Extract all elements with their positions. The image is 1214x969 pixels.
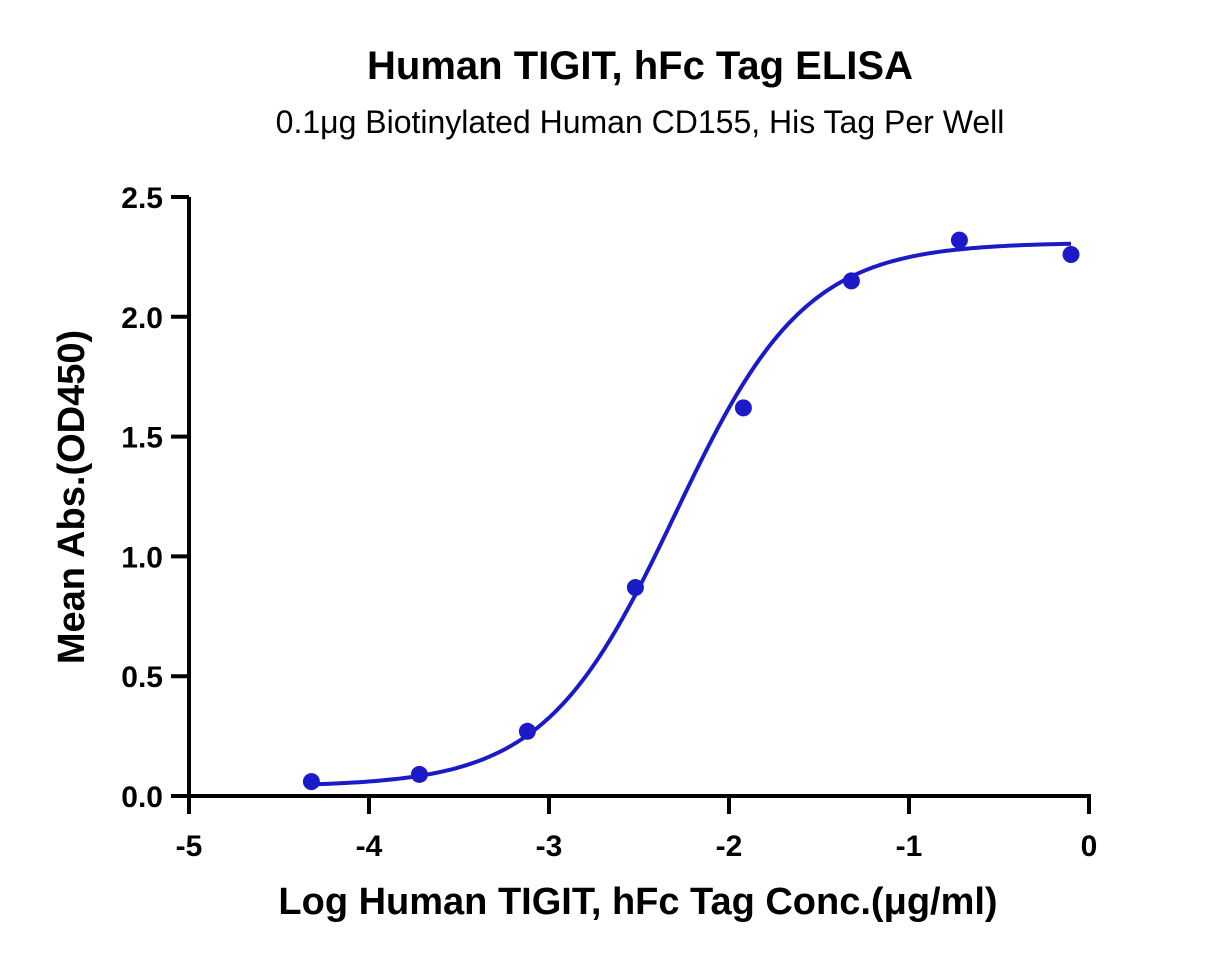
data-point — [518, 722, 536, 740]
tick-marks — [171, 195, 1091, 814]
data-point — [1062, 246, 1080, 264]
fit-curve — [311, 241, 1072, 787]
chart-subtitle: 0.1μg Biotinylated Human CD155, His Tag … — [275, 104, 1005, 140]
x-tick-label: -5 — [176, 830, 203, 863]
x-tick-label: 0 — [1081, 830, 1098, 863]
y-tick-label: 1.5 — [121, 422, 163, 455]
y-tick-label: 0.0 — [121, 781, 163, 814]
y-axis-title: Mean Abs.(OD450) — [51, 330, 93, 664]
x-tick-label: -4 — [356, 830, 383, 863]
data-point — [950, 231, 968, 249]
data-point — [734, 399, 752, 417]
y-tick-label: 0.5 — [121, 661, 163, 694]
y-tick-label: 2.5 — [121, 182, 163, 215]
data-points — [302, 231, 1080, 791]
data-point — [842, 272, 860, 290]
data-point — [410, 765, 428, 783]
data-point — [626, 579, 644, 597]
x-tick-label: -3 — [536, 830, 563, 863]
x-axis-title: Log Human TIGIT, hFc Tag Conc.(μg/ml) — [278, 881, 997, 923]
x-tick-label: -1 — [896, 830, 923, 863]
chart-title: Human TIGIT, hFc Tag ELISA — [367, 44, 913, 88]
tick-labels: 0.0 0.5 1.0 1.5 2.0 2.5 -5 -4 -3 -2 -1 0 — [121, 182, 1097, 863]
y-tick-label: 2.0 — [121, 302, 163, 335]
data-point — [302, 773, 320, 791]
y-tick-label: 1.0 — [121, 541, 163, 574]
axes — [187, 197, 1091, 798]
x-tick-label: -2 — [716, 830, 743, 863]
